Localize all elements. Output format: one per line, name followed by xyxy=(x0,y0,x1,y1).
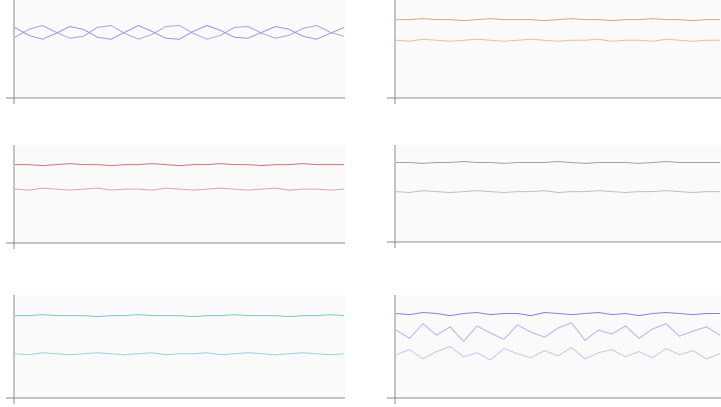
series-line xyxy=(395,322,721,342)
series-line xyxy=(14,187,345,191)
series-line xyxy=(14,352,345,356)
series-line xyxy=(14,25,345,40)
series-line xyxy=(395,346,721,361)
series-line xyxy=(14,25,345,40)
series-line xyxy=(395,312,720,317)
plot-area xyxy=(395,0,721,98)
plot-area xyxy=(14,145,345,243)
series-line xyxy=(396,18,720,22)
plot-area xyxy=(14,295,345,398)
series-line xyxy=(395,38,720,42)
series-line xyxy=(15,314,345,318)
plot-area xyxy=(395,295,721,398)
series-line xyxy=(15,163,344,167)
plot-area xyxy=(395,145,721,242)
series-line xyxy=(396,161,720,164)
plot-area xyxy=(14,0,345,98)
series-line xyxy=(395,190,720,193)
